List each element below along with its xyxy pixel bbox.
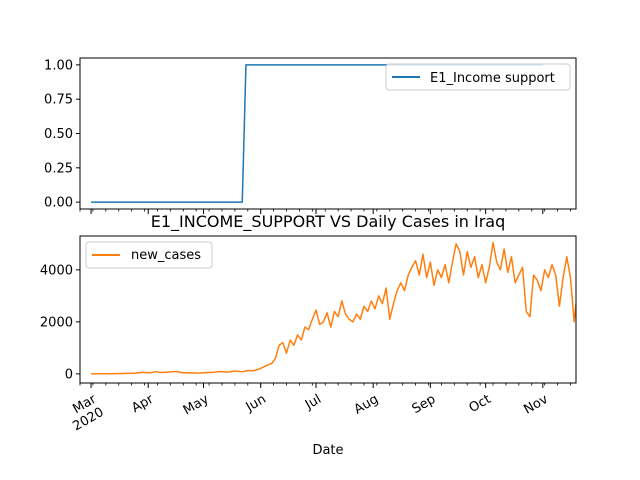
series-line-new-cases bbox=[91, 241, 577, 375]
income-support-subplot: 0.00 0.25 0.50 0.75 1.00 E1_Income support bbox=[44, 57, 577, 214]
new-cases-legend-box bbox=[85, 241, 213, 269]
new-cases-legend-label: new_cases bbox=[131, 248, 201, 263]
y-tick-label: 2000 bbox=[40, 315, 73, 330]
new-cases-y-axis: 0 2000 4000 bbox=[40, 263, 80, 382]
income-support-axes-frame bbox=[79, 57, 577, 210]
new-cases-plot-area bbox=[91, 241, 577, 375]
x-tick-label-group: Jul bbox=[302, 392, 324, 413]
y-tick-label: 0 bbox=[65, 367, 73, 382]
income-support-legend-label: E1_Income support bbox=[430, 71, 555, 86]
y-tick-label: 0.50 bbox=[44, 127, 73, 142]
y-tick-label: 0.75 bbox=[44, 93, 73, 108]
new-cases-axes-frame bbox=[79, 235, 577, 384]
y-tick-label: 0.25 bbox=[44, 161, 73, 176]
x-tick-label: Jul bbox=[302, 392, 324, 413]
y-tick-label: 4000 bbox=[40, 263, 73, 278]
chart-title: E1_INCOME_SUPPORT VS Daily Cases in Iraq bbox=[151, 212, 506, 232]
income-support-legend-box bbox=[385, 63, 571, 91]
income-support-y-axis: 0.00 0.25 0.50 0.75 1.00 bbox=[44, 58, 80, 211]
income-support-legend: E1_Income support bbox=[385, 63, 571, 91]
y-tick-label: 1.00 bbox=[44, 58, 73, 73]
new-cases-legend: new_cases bbox=[85, 241, 213, 269]
x-axis-label: Date bbox=[312, 443, 343, 458]
y-tick-label: 0.00 bbox=[44, 196, 73, 211]
